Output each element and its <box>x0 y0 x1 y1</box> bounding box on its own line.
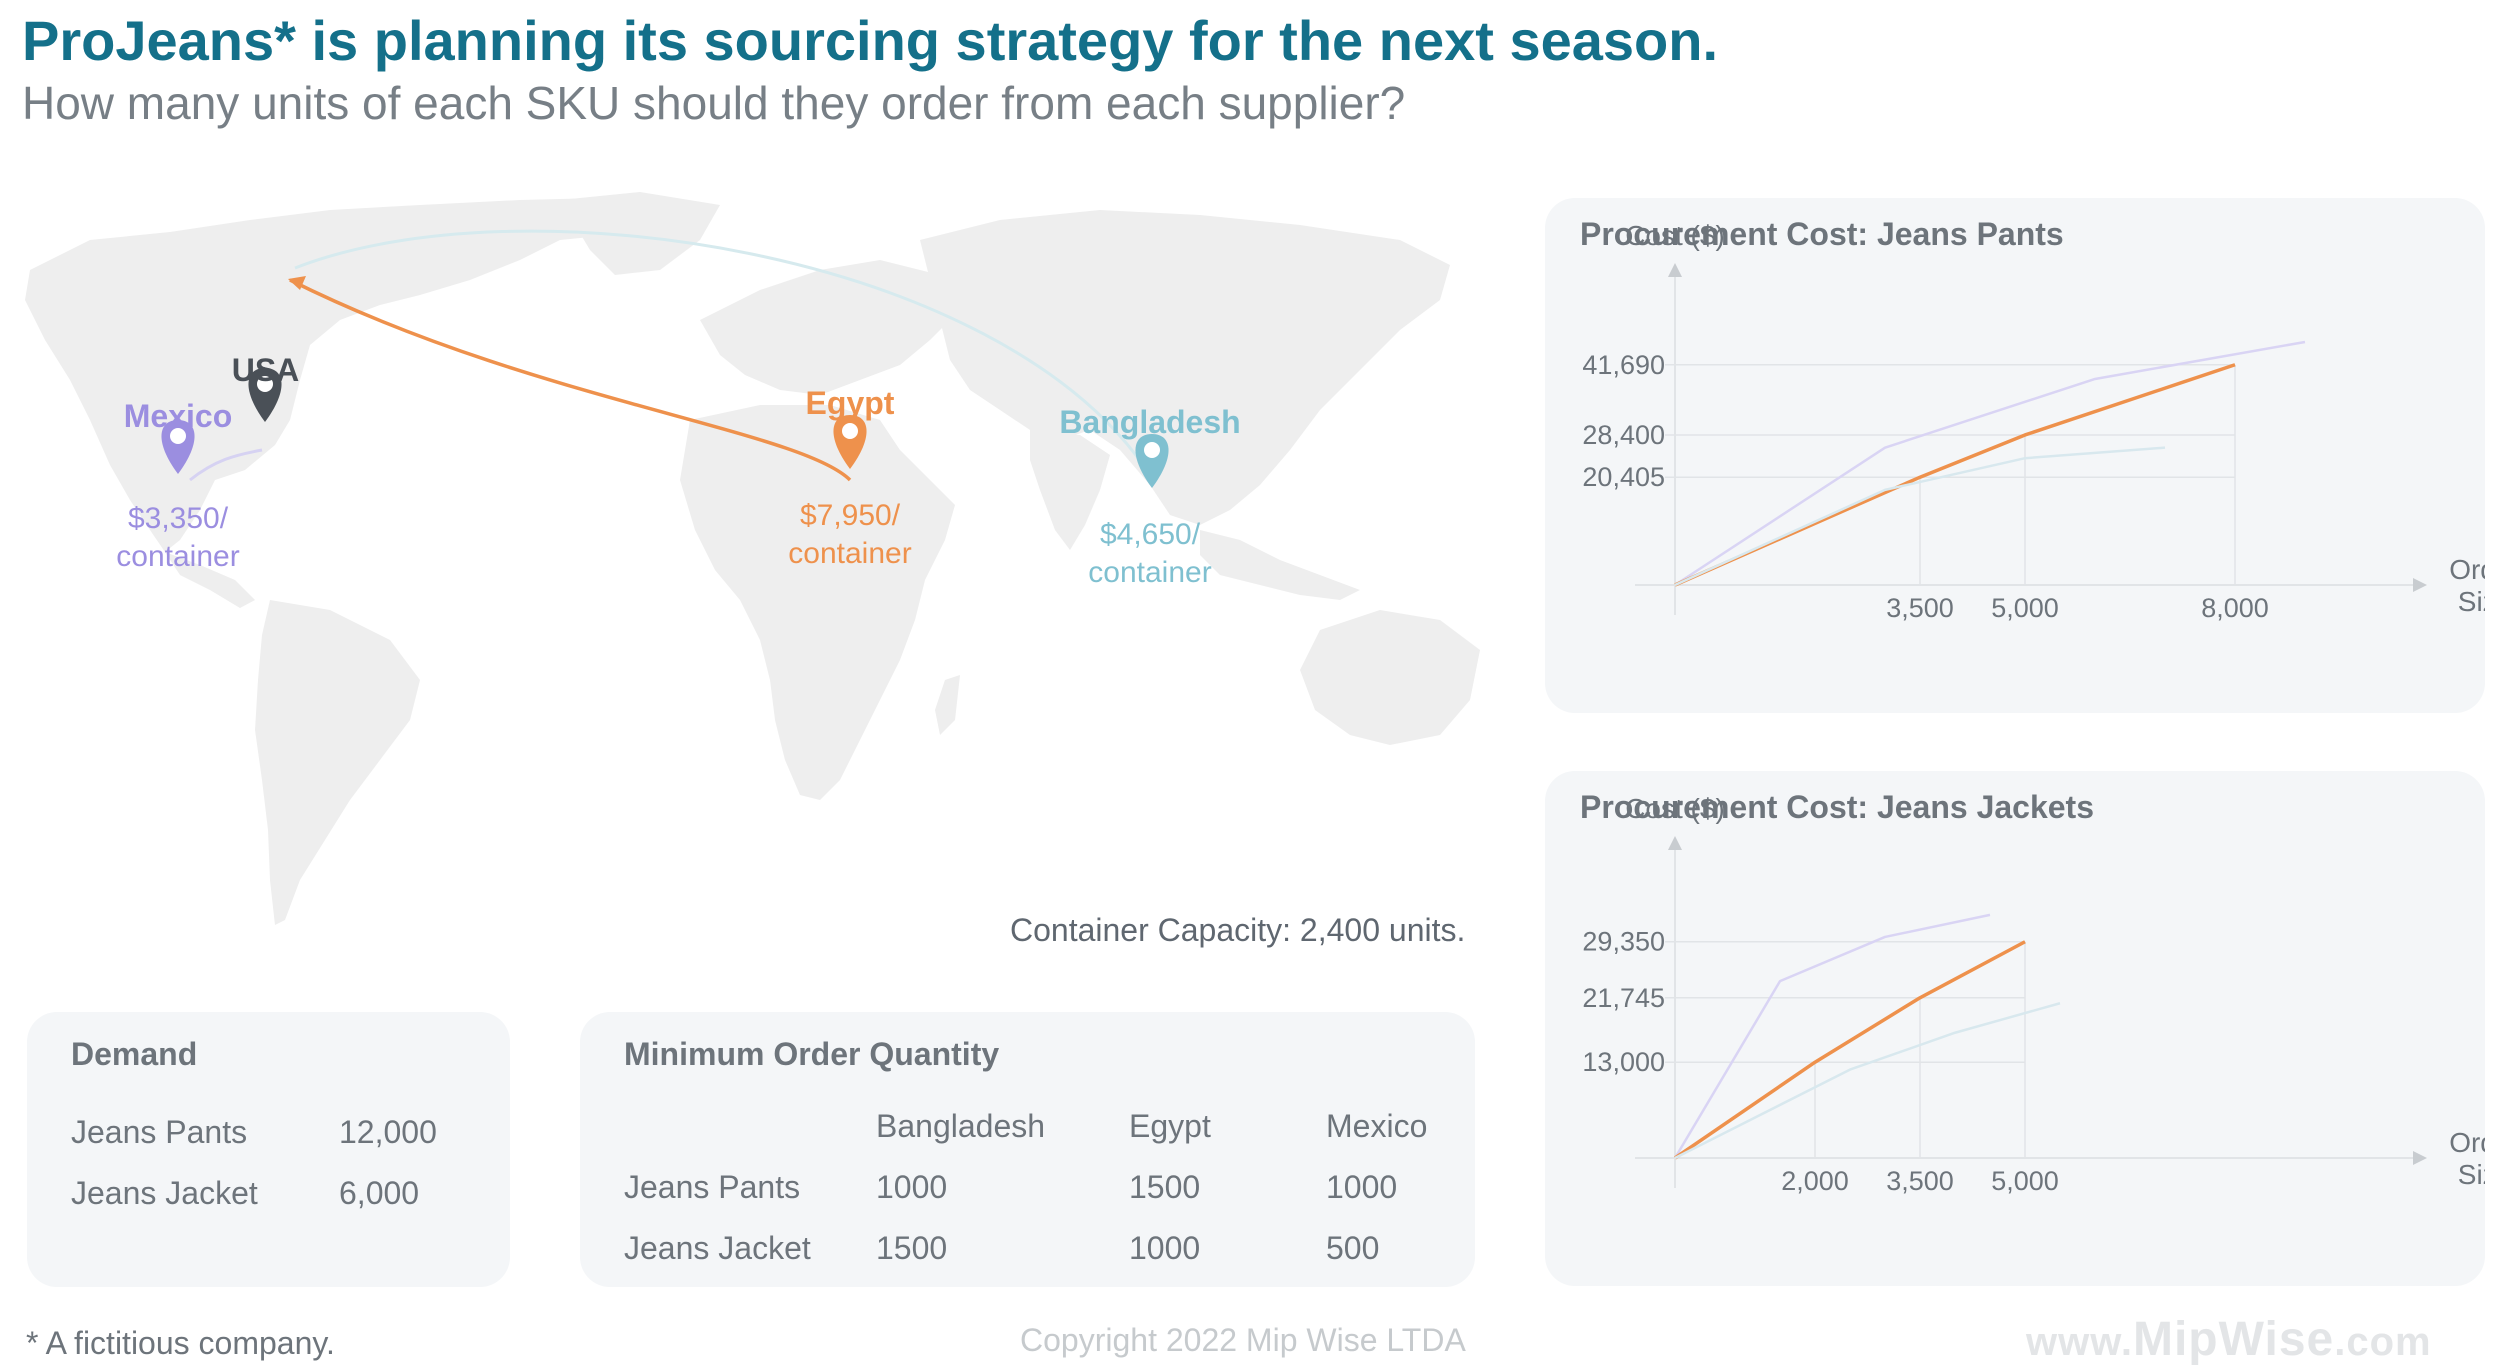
mexico-label: Mexico <box>123 398 233 434</box>
pants-cost-chart: Cost ($) OrderSize 20,405 28,400 41,690 3,500… <box>1582 220 2485 623</box>
y-axis-label: Cost ($) <box>1625 220 1725 251</box>
mexico-cost: $3,350/ container <box>116 502 240 573</box>
demand-label: Jeans Pants <box>71 1114 248 1150</box>
bangladesh-cost: $4,650/ container <box>1088 518 1212 589</box>
x-axis-arrow-icon <box>2413 578 2427 592</box>
y-tick-label: 20,405 <box>1582 462 1665 492</box>
x-tick-label: 3,500 <box>1886 1166 1954 1196</box>
demand-value: 12,000 <box>339 1114 437 1150</box>
north-america-shape <box>25 198 650 552</box>
route-egypt-usa <box>289 278 852 482</box>
x-axis-label: Order <box>2449 1127 2485 1158</box>
moq-cell: 1500 <box>1129 1169 1201 1205</box>
series-line <box>1674 940 2026 1160</box>
x-tick-label: 5,000 <box>1991 1166 2059 1196</box>
series-line <box>1673 913 1991 1159</box>
pants-cost-chart-panel: Procurement Cost: Jeans Pants Cost ($) Or… <box>1545 198 2485 713</box>
page-subtitle: How many units of each SKU should they o… <box>22 77 1406 129</box>
route-arrowhead <box>288 276 306 290</box>
y-tick-label: 28,400 <box>1582 420 1665 450</box>
jackets-cost-chart-panel: Procurement Cost: Jeans Jackets Cost ($)… <box>1545 771 2485 1286</box>
series-line <box>1674 1002 2061 1160</box>
series-line <box>1674 446 2166 587</box>
moq-cell: 1500 <box>876 1230 948 1266</box>
x-tick-label: 3,500 <box>1886 593 1954 623</box>
demand-title: Demand <box>71 1036 198 1072</box>
asia-shape <box>920 210 1450 525</box>
usa-label: USA <box>231 352 300 388</box>
series-line <box>1674 340 2306 587</box>
map-pin-icon[interactable] <box>1135 434 1169 488</box>
moq-panel: Minimum Order Quantity Bangladesh Egypt … <box>580 1012 1475 1287</box>
egypt-cost: $7,950/ container <box>788 499 912 570</box>
x-axis-label: Size <box>2458 1159 2485 1190</box>
moq-column-header: Egypt <box>1129 1108 1211 1144</box>
demand-value: 6,000 <box>339 1175 420 1211</box>
moq-column-header: Mexico <box>1326 1108 1428 1144</box>
y-tick-label: 29,350 <box>1582 927 1665 957</box>
africa-shape <box>680 405 955 800</box>
australia-shape <box>1300 610 1480 745</box>
se-asia-shape <box>1200 530 1360 600</box>
x-axis-label: Size <box>2458 586 2485 617</box>
moq-cell: 500 <box>1326 1230 1380 1266</box>
x-axis-arrow-icon <box>2413 1151 2427 1165</box>
route-bangladesh-usa <box>294 229 1150 473</box>
world-map <box>25 192 1480 925</box>
map-pin-icon[interactable] <box>161 420 195 474</box>
moq-column-header: Bangladesh <box>876 1108 1046 1144</box>
y-tick-label: 41,690 <box>1582 350 1665 380</box>
map-pin-icon[interactable] <box>248 368 282 422</box>
chart-title: Procurement Cost: Jeans Jackets <box>1580 789 2094 825</box>
egypt-label: Egypt <box>805 385 895 421</box>
moq-cell: 1000 <box>1326 1169 1398 1205</box>
map-pin-icon[interactable] <box>833 415 867 469</box>
jackets-cost-chart: Cost ($) OrderSize 13,000 21,745 29,350 2,000… <box>1582 793 2485 1196</box>
x-tick-label: 8,000 <box>2201 593 2269 623</box>
x-tick-label: 5,000 <box>1991 593 2059 623</box>
y-tick-label: 13,000 <box>1582 1047 1665 1077</box>
y-axis-arrow-icon <box>1668 836 1682 850</box>
central-america-shape <box>165 552 255 608</box>
y-tick-label: 21,745 <box>1582 983 1665 1013</box>
india-shape <box>1030 430 1110 550</box>
greenland-shape <box>560 192 720 275</box>
moq-cell: 1000 <box>1129 1230 1201 1266</box>
moq-row-label: Jeans Jacket <box>624 1230 811 1266</box>
series-line <box>1674 363 2236 587</box>
demand-label: Jeans Jacket <box>71 1175 258 1211</box>
page-title: ProJeans* is planning its sourcing strat… <box>22 9 1718 72</box>
route-mexico-usa <box>189 448 263 482</box>
demand-panel: Demand Jeans Pants 12,000 Jeans Jacket 6… <box>27 1012 510 1287</box>
europe-shape <box>700 260 960 395</box>
footnote: * A fictitious company. <box>26 1325 335 1361</box>
copyright: Copyright 2022 Mip Wise LTDA <box>1020 1322 1466 1358</box>
moq-cell: 1000 <box>876 1169 948 1205</box>
brand-logo: www.MipWise.com <box>2026 1313 2432 1366</box>
chart-title: Procurement Cost: Jeans Pants <box>1580 216 2064 252</box>
x-axis-label: Order <box>2449 554 2485 585</box>
bangladesh-label: Bangladesh <box>1059 404 1241 440</box>
x-tick-label: 2,000 <box>1781 1166 1849 1196</box>
south-america-shape <box>255 600 420 925</box>
container-capacity-note: Container Capacity: 2,400 units. <box>1010 912 1466 948</box>
y-axis-label: Cost ($) <box>1625 793 1725 824</box>
madagascar-shape <box>935 675 960 735</box>
moq-title: Minimum Order Quantity <box>624 1036 1000 1072</box>
y-axis-arrow-icon <box>1668 263 1682 277</box>
moq-row-label: Jeans Pants <box>624 1169 801 1205</box>
